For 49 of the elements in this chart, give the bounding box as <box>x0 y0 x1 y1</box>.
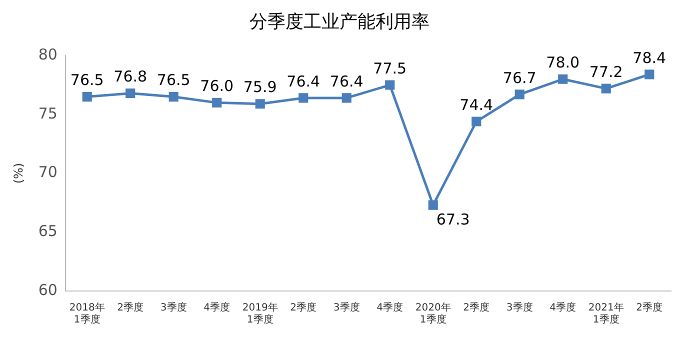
data-label: 78.4 <box>632 48 666 67</box>
data-label: 76.5 <box>70 71 104 90</box>
data-label: 76.7 <box>502 68 536 87</box>
data-label: 77.2 <box>589 62 623 81</box>
data-label: 76.4 <box>330 72 364 90</box>
y-tick-label: 60 <box>38 280 58 299</box>
point <box>82 92 92 102</box>
point <box>342 93 352 103</box>
y-tick-label: 75 <box>38 104 58 122</box>
x-tick-label: 4季度 <box>550 302 576 314</box>
point <box>558 74 568 84</box>
point <box>126 88 136 98</box>
point <box>255 99 265 109</box>
point <box>472 116 482 126</box>
data-label: 76.4 <box>286 72 320 90</box>
data-label: 76.5 <box>156 71 190 90</box>
data-label: 77.5 <box>373 59 407 78</box>
point <box>385 80 395 90</box>
x-tick-label: 2季度 <box>117 302 144 314</box>
x-tick-label: 4季度 <box>376 302 404 314</box>
data-label: 76.0 <box>200 77 234 96</box>
point <box>644 70 654 80</box>
point <box>601 84 611 94</box>
y-axis-title: (%) <box>11 162 26 184</box>
y-tick-label: 80 <box>38 45 58 64</box>
x-tick-label: 2019年 1季度 <box>242 302 278 326</box>
chart-title: 分季度工业产能利用率 <box>250 11 430 32</box>
point <box>168 92 178 102</box>
x-tick-label: 3季度 <box>333 302 360 314</box>
point <box>514 90 524 100</box>
point <box>298 93 308 103</box>
x-tick-label: 3季度 <box>160 302 187 314</box>
data-label: 67.3 <box>436 210 470 228</box>
x-tick-label: 2季度 <box>463 302 490 314</box>
data-label: 78.0 <box>546 54 580 72</box>
data-label: 76.8 <box>114 68 148 86</box>
data-label: 75.9 <box>243 78 277 96</box>
x-tick-label: 2020年 1季度 <box>415 302 451 326</box>
point <box>212 98 222 108</box>
x-tick-label: 4季度 <box>204 302 230 314</box>
x-tick-label: 3季度 <box>506 302 533 314</box>
x-tick-label: 2季度 <box>636 302 663 314</box>
x-tick-label: 2季度 <box>290 302 317 314</box>
data-label: 74.4 <box>460 96 494 114</box>
x-tick-label: 2021年 1季度 <box>588 302 624 326</box>
point <box>428 200 438 210</box>
x-tick-label: 2018年 1季度 <box>69 302 105 326</box>
y-tick-label: 70 <box>38 163 58 182</box>
y-tick-label: 65 <box>38 222 58 240</box>
